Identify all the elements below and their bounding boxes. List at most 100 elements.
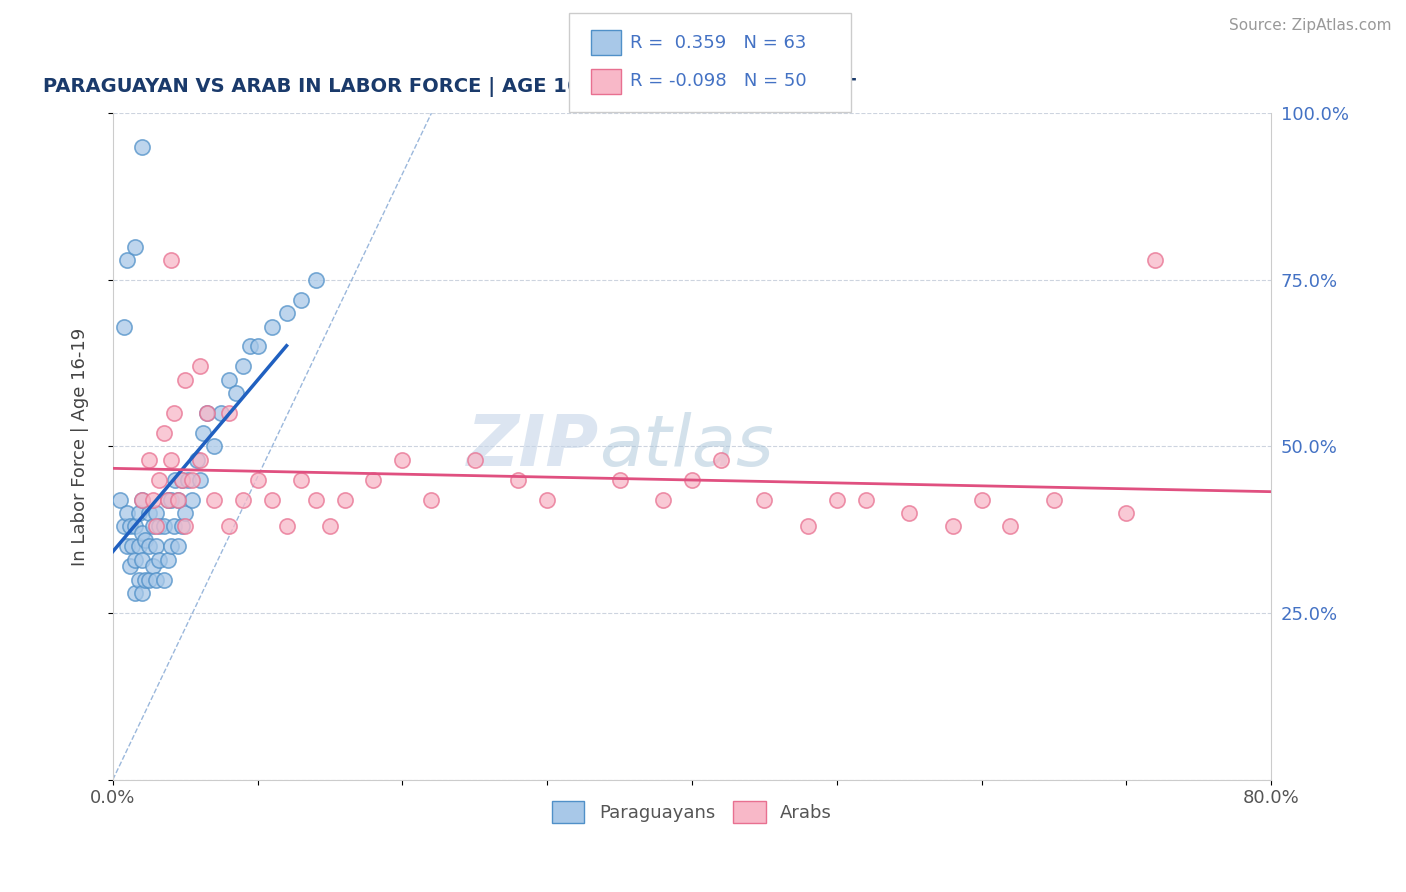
Point (152, 426, 174, 441)
Point (145, 573, 167, 587)
Point (1043, 492, 1066, 507)
Point (319, 519, 342, 533)
Point (710, 452, 733, 467)
Point (159, 492, 181, 507)
Point (142, 519, 165, 533)
Point (942, 519, 965, 533)
Point (159, 540, 181, 554)
Point (262, 492, 284, 507)
Point (152, 519, 174, 533)
Point (124, 586, 146, 600)
Text: atlas: atlas (599, 412, 773, 481)
Point (391, 452, 413, 467)
Point (156, 492, 179, 507)
Point (167, 492, 190, 507)
Point (290, 473, 312, 487)
Point (165, 473, 187, 487)
Point (138, 452, 160, 467)
Point (181, 492, 204, 507)
Point (148, 552, 170, 566)
Point (148, 473, 170, 487)
Point (148, 519, 170, 533)
Point (191, 426, 214, 441)
Point (304, 273, 326, 287)
Legend: Paraguayans, Arabs: Paraguayans, Arabs (544, 794, 839, 830)
Point (464, 452, 486, 467)
Point (117, 252, 139, 267)
Point (124, 552, 146, 566)
Point (304, 492, 326, 507)
Point (246, 473, 269, 487)
Point (145, 519, 167, 533)
Text: ZIP: ZIP (467, 412, 599, 481)
Point (276, 519, 298, 533)
Point (172, 473, 194, 487)
Point (754, 492, 776, 507)
Point (652, 492, 675, 507)
Point (131, 526, 153, 541)
Point (174, 506, 197, 520)
Point (181, 473, 204, 487)
Point (128, 573, 150, 587)
Point (363, 473, 385, 487)
Point (420, 492, 443, 507)
Point (218, 519, 240, 533)
Point (508, 473, 530, 487)
Point (172, 519, 194, 533)
Point (142, 492, 165, 507)
Point (167, 540, 190, 554)
Point (188, 452, 211, 467)
Point (108, 492, 131, 507)
Point (131, 492, 153, 507)
Point (117, 540, 139, 554)
Point (825, 492, 848, 507)
Point (128, 506, 150, 520)
Point (1144, 252, 1167, 267)
Point (970, 492, 993, 507)
Point (145, 540, 167, 554)
Point (163, 406, 186, 420)
Y-axis label: In Labor Force | Age 16-19: In Labor Force | Age 16-19 (72, 327, 89, 566)
Point (276, 306, 298, 320)
Point (172, 473, 194, 487)
Point (159, 252, 181, 267)
Point (117, 506, 139, 520)
Point (188, 473, 211, 487)
Point (202, 439, 225, 453)
Point (218, 406, 240, 420)
Point (177, 473, 200, 487)
Point (163, 519, 186, 533)
Point (114, 319, 136, 334)
Point (120, 559, 142, 574)
Point (609, 473, 631, 487)
Text: Source: ZipAtlas.com: Source: ZipAtlas.com (1229, 18, 1392, 33)
Point (174, 373, 197, 387)
Point (131, 139, 153, 153)
Point (681, 473, 703, 487)
Point (239, 339, 262, 353)
Text: R = -0.098   N = 50: R = -0.098 N = 50 (630, 72, 807, 90)
Point (232, 359, 254, 374)
Point (131, 492, 153, 507)
Point (134, 533, 156, 547)
Point (114, 519, 136, 533)
Point (186, 452, 208, 467)
Point (131, 552, 153, 566)
Point (246, 339, 269, 353)
Point (138, 573, 160, 587)
Point (159, 452, 181, 467)
Point (225, 386, 247, 401)
Point (128, 540, 150, 554)
Text: PARAGUAYAN VS ARAB IN LABOR FORCE | AGE 16-19 CORRELATION CHART: PARAGUAYAN VS ARAB IN LABOR FORCE | AGE … (44, 78, 856, 97)
Point (188, 359, 211, 374)
Point (120, 519, 142, 533)
Point (1115, 506, 1137, 520)
Point (797, 519, 820, 533)
Point (167, 492, 190, 507)
Point (1000, 519, 1022, 533)
Point (131, 586, 153, 600)
Point (138, 540, 160, 554)
Point (124, 239, 146, 253)
Point (232, 492, 254, 507)
Point (195, 406, 218, 420)
